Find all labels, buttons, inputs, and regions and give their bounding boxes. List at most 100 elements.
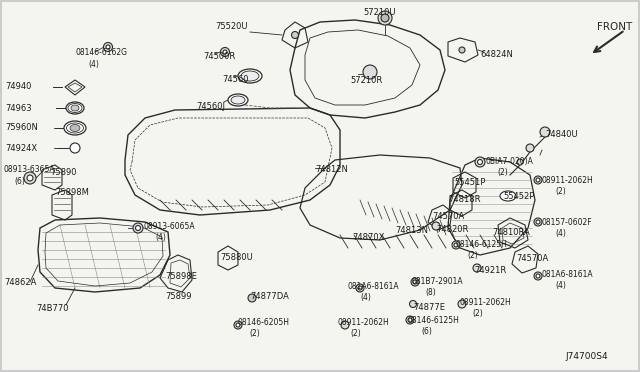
Circle shape [540,127,550,137]
Text: FRONT: FRONT [597,22,632,32]
Circle shape [406,316,414,324]
Text: (4): (4) [360,293,371,302]
Circle shape [458,300,466,308]
Circle shape [221,48,230,57]
Text: (2): (2) [249,329,260,338]
Text: 74560J: 74560J [196,102,225,111]
Circle shape [223,50,227,54]
Circle shape [27,175,33,181]
Circle shape [475,157,485,167]
Circle shape [536,220,540,224]
Text: 75960N: 75960N [5,123,38,132]
Circle shape [234,321,242,329]
Circle shape [432,222,440,230]
Circle shape [454,243,458,247]
Text: 74812N: 74812N [315,165,348,174]
Text: 75898E: 75898E [165,272,197,281]
Ellipse shape [68,103,82,112]
Circle shape [413,280,417,284]
Text: (2): (2) [497,168,508,177]
Text: 74840U: 74840U [545,130,578,139]
Text: 74570A: 74570A [516,254,548,263]
Ellipse shape [241,71,259,81]
Text: 08911-2062H: 08911-2062H [460,298,512,307]
Text: (4): (4) [555,229,566,238]
Circle shape [291,32,298,38]
Text: 74924X: 74924X [5,144,37,153]
Ellipse shape [64,121,86,135]
Text: 08157-0602F: 08157-0602F [542,218,593,227]
Text: 08913-6365A: 08913-6365A [4,165,56,174]
Text: 08146-6125H: 08146-6125H [455,240,507,249]
Circle shape [248,294,256,302]
Text: (8): (8) [425,288,436,297]
Circle shape [534,272,542,280]
Text: 75890: 75890 [50,168,77,177]
Text: (2): (2) [467,251,477,260]
Text: 75880U: 75880U [220,253,253,262]
Circle shape [473,264,481,272]
Text: 57210R: 57210R [350,76,382,85]
Text: 74B770: 74B770 [36,304,68,313]
Text: (2): (2) [472,309,483,318]
Text: 08146-6162G: 08146-6162G [76,48,128,57]
Text: 74862A: 74862A [4,278,36,287]
Text: 74870X: 74870X [352,233,385,242]
Ellipse shape [228,94,248,106]
Text: (4): (4) [155,233,166,242]
Circle shape [452,241,460,249]
Circle shape [356,284,364,292]
Circle shape [106,45,110,49]
Text: (4): (4) [88,60,99,69]
Text: 64824N: 64824N [480,50,513,59]
Text: (4): (4) [555,281,566,290]
Text: J74700S4: J74700S4 [565,352,607,361]
Ellipse shape [500,191,516,201]
Text: 74560: 74560 [222,75,248,84]
Circle shape [24,172,36,184]
Text: 75899: 75899 [165,292,191,301]
Text: 08146-6125H: 08146-6125H [408,316,460,325]
Text: 74500R: 74500R [203,52,236,61]
Circle shape [363,65,377,79]
Circle shape [133,223,143,233]
Circle shape [236,323,240,327]
Text: 08911-2062H: 08911-2062H [542,176,594,185]
Text: 081A6-8161A: 081A6-8161A [542,270,594,279]
Text: 081B7-2901A: 081B7-2901A [412,277,463,286]
Text: 75898M: 75898M [55,188,89,197]
Text: 0BIA7-020)A: 0BIA7-020)A [485,157,533,166]
Text: 74940: 74940 [5,82,31,91]
Text: (2): (2) [555,187,566,196]
Text: 74877DA: 74877DA [250,292,289,301]
Text: 081A6-8161A: 081A6-8161A [347,282,399,291]
Circle shape [70,143,80,153]
Circle shape [526,144,534,152]
Circle shape [341,321,349,329]
Circle shape [536,178,540,182]
Circle shape [534,176,542,184]
Text: 08913-6065A: 08913-6065A [143,222,195,231]
Circle shape [104,42,113,51]
Circle shape [534,218,542,226]
Ellipse shape [66,102,84,114]
Circle shape [459,47,465,53]
Ellipse shape [70,125,80,131]
Circle shape [408,318,412,322]
Text: 55452P: 55452P [503,192,534,201]
Text: 74820R: 74820R [436,225,468,234]
Ellipse shape [71,105,79,111]
Circle shape [477,160,483,164]
Text: 08146-6205H: 08146-6205H [237,318,289,327]
Circle shape [536,274,540,278]
Text: 74813N: 74813N [395,226,428,235]
Ellipse shape [231,96,245,104]
Circle shape [378,11,392,25]
Text: 74810RA: 74810RA [492,228,530,237]
Text: 08911-2062H: 08911-2062H [338,318,390,327]
Circle shape [517,159,523,165]
Text: 74963: 74963 [5,104,31,113]
Text: 75520U: 75520U [215,22,248,31]
Text: 74570A: 74570A [432,212,464,221]
Text: (2): (2) [350,329,361,338]
